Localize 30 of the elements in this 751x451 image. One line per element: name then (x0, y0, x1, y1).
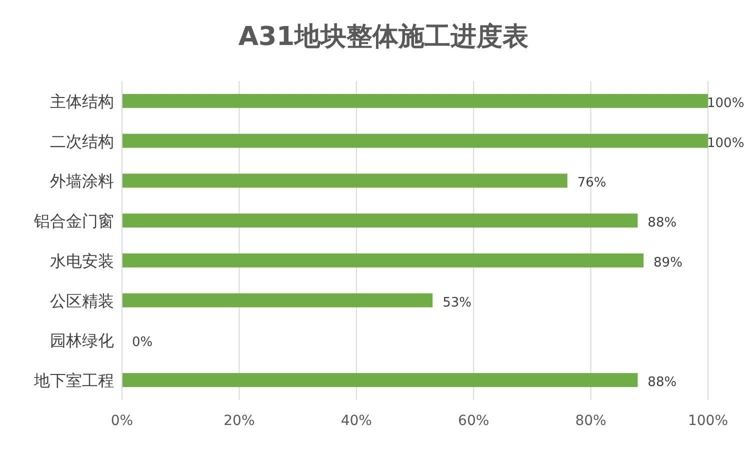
data-label: 53% (442, 295, 472, 310)
y-tick-label: 地下室工程 (33, 371, 114, 390)
data-label: 100% (707, 136, 744, 151)
bar (122, 293, 433, 308)
y-tick-label: 铝合金门窗 (33, 212, 114, 231)
x-tick-label: 60% (458, 413, 490, 429)
y-tick-label: 公区精装 (50, 291, 114, 310)
data-label: 100% (707, 96, 744, 111)
x-tick-label: 20% (224, 413, 255, 429)
x-tick-label: 100% (688, 413, 728, 429)
y-tick-label: 主体结构 (50, 92, 114, 111)
data-label: 88% (648, 216, 677, 231)
y-tick-label: 园林绿化 (50, 331, 114, 350)
y-tick-label: 外墙涂料 (50, 172, 114, 191)
x-tick-label: 80% (575, 413, 606, 429)
x-tick-label: 40% (340, 413, 372, 429)
data-label: 88% (648, 375, 677, 390)
bar (122, 94, 708, 108)
bar (122, 214, 638, 228)
data-label: 89% (654, 255, 682, 270)
x-tick-label: 0% (110, 413, 134, 429)
y-tick-label: 水电安装 (50, 251, 114, 270)
bar (122, 174, 568, 188)
data-label: 0% (132, 335, 153, 350)
y-tick-label: 二次结构 (50, 132, 114, 151)
data-label: 76% (577, 176, 606, 191)
bar (122, 134, 708, 148)
bar (122, 253, 644, 268)
bar (122, 373, 638, 388)
chart-title: A31地块整体施工进度表 (238, 22, 529, 52)
